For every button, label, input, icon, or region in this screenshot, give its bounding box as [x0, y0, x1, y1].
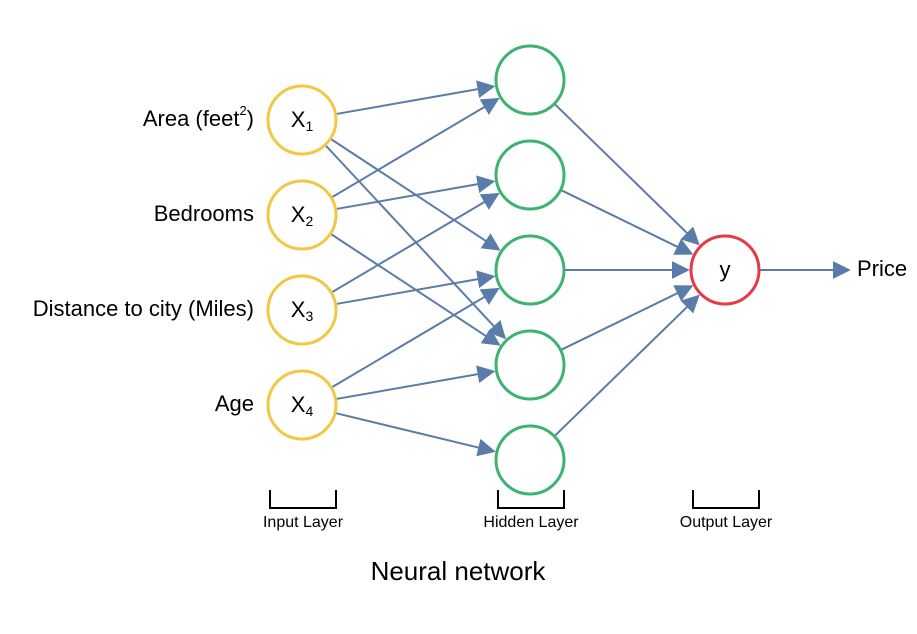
- node-h3: [496, 236, 564, 304]
- output-label: Price: [857, 256, 907, 281]
- edges: [326, 86, 849, 451]
- node-h4: [496, 331, 564, 399]
- node-x1: X1: [268, 86, 336, 154]
- feature-label-x3: Distance to city (Miles): [33, 296, 254, 321]
- node-x2: X2: [268, 181, 336, 249]
- output-layer-bracket: [693, 490, 759, 508]
- feature-label-x4: Age: [215, 391, 254, 416]
- neural-network-diagram: X1 X2 X3 X4 y Area (feet2) Bedrooms Distance to…: [0, 0, 917, 634]
- diagram-title: Neural network: [371, 556, 547, 586]
- feature-label-x1: Area (feet2): [143, 103, 254, 130]
- edge-x4-h5: [336, 413, 494, 451]
- input-layer-label: Input Layer: [263, 514, 344, 531]
- edge-x2-h2: [336, 181, 493, 209]
- edge-x3-h2: [332, 194, 498, 292]
- node-y: y: [691, 236, 759, 304]
- node-h1: [496, 46, 564, 114]
- edge-x4-h4: [336, 371, 493, 399]
- edge-x2-h1: [332, 99, 498, 197]
- edge-h2-y: [561, 190, 691, 253]
- output-layer-label: Output Layer: [680, 514, 773, 531]
- node-h2: [496, 141, 564, 209]
- node-h5: [496, 426, 564, 494]
- edge-x4-h3: [332, 289, 498, 387]
- node-x3: X3: [268, 276, 336, 344]
- node-x4: X4: [268, 371, 336, 439]
- node-label-y: y: [720, 257, 731, 282]
- hidden-layer-label: Hidden Layer: [483, 514, 579, 531]
- edge-x1-h1: [336, 86, 493, 114]
- input-layer-bracket: [270, 490, 336, 508]
- feature-label-x2: Bedrooms: [154, 201, 254, 226]
- edge-h4-y: [561, 286, 691, 349]
